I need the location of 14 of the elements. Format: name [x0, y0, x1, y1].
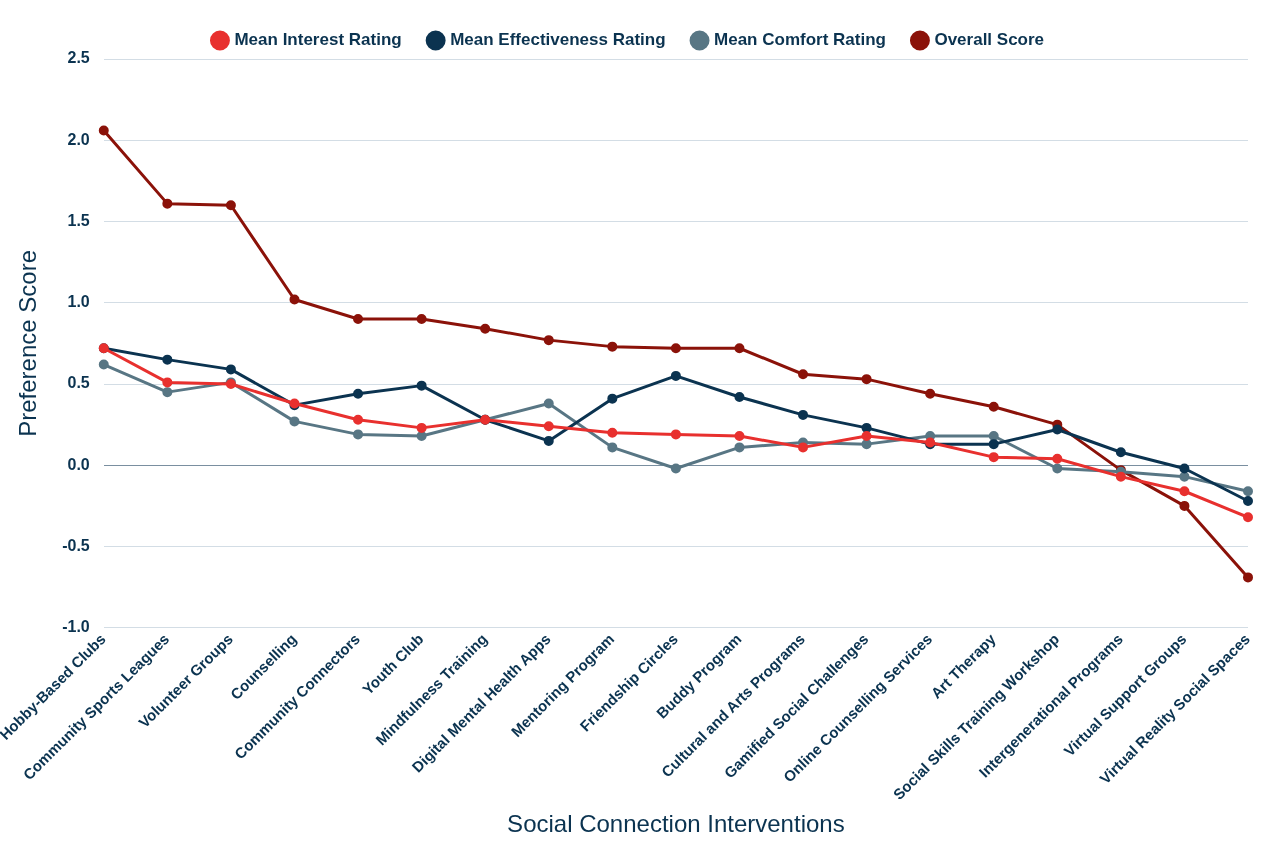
y-tick-label: 2.5 — [67, 49, 90, 67]
y-tick-label: 1.0 — [67, 293, 90, 311]
legend-label: Mean Interest Rating — [234, 30, 402, 50]
y-tick-label: 1.5 — [67, 211, 90, 229]
legend-label: Mean Effectiveness Rating — [450, 30, 666, 50]
x-axis-title: Social Connection Interventions — [507, 810, 845, 838]
y-tick-label: -1.0 — [62, 618, 90, 636]
legend-label: Overall Score — [934, 30, 1045, 50]
y-tick-label: 0.0 — [67, 455, 90, 473]
y-tick-label: 2.0 — [67, 130, 90, 148]
y-tick-label: -0.5 — [62, 536, 90, 554]
y-axis-title: Preference Score — [14, 250, 42, 437]
legend-label: Mean Comfort Rating — [714, 30, 886, 50]
y-tick-label: 0.5 — [67, 374, 90, 392]
